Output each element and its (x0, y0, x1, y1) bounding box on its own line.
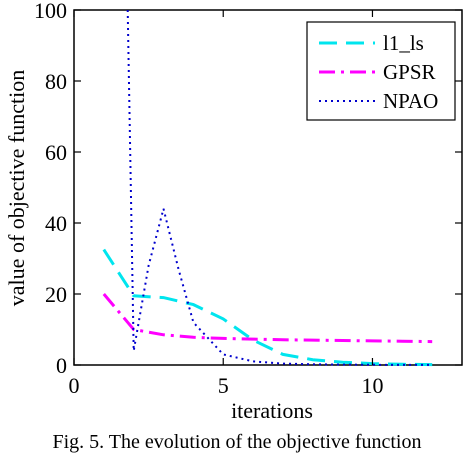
y-tick-label: 20 (45, 282, 67, 307)
legend-label: NPAO (383, 89, 438, 113)
y-tick-label: 60 (45, 140, 67, 165)
y-axis-label: value of objective function (4, 70, 29, 306)
x-tick-label: 5 (218, 373, 229, 398)
figure-caption: Fig. 5. The evolution of the objective f… (52, 431, 422, 453)
y-tick-label: 100 (34, 0, 67, 23)
plot-area (73, 9, 463, 366)
y-tick-label: 40 (45, 211, 67, 236)
series-line-l1-ls (102, 248, 433, 367)
x-axis-label: iterations (231, 398, 313, 423)
x-tick-label: 0 (69, 373, 80, 398)
x-tick-label: 10 (361, 373, 383, 398)
series-layer (102, 9, 433, 367)
legend-label: l1_ls (383, 31, 424, 55)
legend: l1_ls GPSR NPAO (306, 21, 456, 121)
legend-label: GPSR (383, 60, 436, 84)
y-tick-label: 0 (56, 353, 67, 378)
y-tick-label: 80 (45, 69, 67, 94)
series-line-gpsr (102, 293, 433, 344)
series-line-npao (126, 9, 433, 366)
